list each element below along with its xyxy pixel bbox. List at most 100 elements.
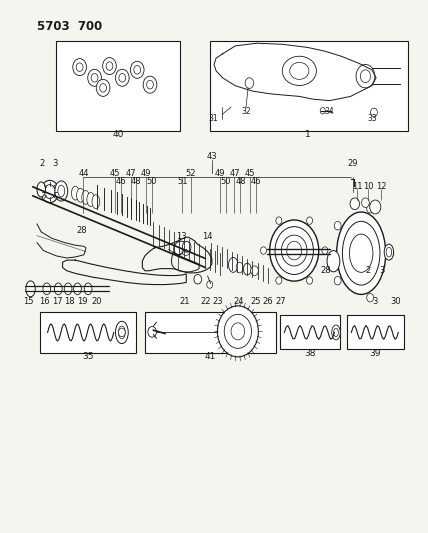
Text: 50: 50 [146, 177, 157, 187]
Text: 47: 47 [125, 169, 136, 178]
Text: 45: 45 [110, 169, 120, 178]
Text: 3: 3 [372, 296, 378, 305]
Text: 22: 22 [200, 296, 211, 305]
Circle shape [367, 294, 374, 302]
Text: 28: 28 [77, 226, 87, 235]
Text: 48: 48 [235, 177, 246, 187]
Ellipse shape [236, 262, 243, 273]
Text: 39: 39 [369, 349, 381, 358]
Ellipse shape [43, 283, 51, 295]
Circle shape [322, 247, 328, 254]
Text: 13: 13 [176, 232, 187, 241]
Text: 47: 47 [229, 169, 240, 178]
Text: 2: 2 [366, 266, 371, 274]
Ellipse shape [287, 241, 302, 260]
Text: 1: 1 [305, 130, 311, 139]
Bar [280, 316, 340, 350]
Ellipse shape [244, 263, 251, 275]
Ellipse shape [384, 244, 394, 260]
Circle shape [370, 200, 381, 214]
Text: 49: 49 [214, 169, 225, 178]
Text: 27: 27 [276, 296, 286, 305]
Text: 14: 14 [202, 232, 212, 241]
Ellipse shape [54, 283, 62, 295]
Text: 30: 30 [390, 296, 401, 305]
Ellipse shape [55, 181, 68, 201]
Text: 35: 35 [83, 352, 94, 361]
Ellipse shape [229, 257, 238, 272]
Ellipse shape [44, 184, 55, 198]
Ellipse shape [64, 283, 72, 295]
Text: 17: 17 [52, 296, 62, 305]
Ellipse shape [174, 241, 186, 255]
Ellipse shape [332, 325, 340, 340]
Ellipse shape [119, 326, 125, 339]
Ellipse shape [349, 234, 373, 272]
Text: 2: 2 [39, 159, 45, 168]
Ellipse shape [342, 221, 380, 285]
Circle shape [207, 281, 213, 288]
Ellipse shape [77, 188, 84, 202]
Ellipse shape [334, 328, 339, 337]
Ellipse shape [71, 186, 79, 200]
Text: 25: 25 [250, 296, 261, 305]
Circle shape [350, 198, 360, 209]
Circle shape [143, 76, 157, 93]
Ellipse shape [37, 182, 45, 197]
Text: 48: 48 [131, 177, 142, 187]
Circle shape [224, 314, 252, 349]
Circle shape [261, 247, 267, 254]
Circle shape [334, 221, 341, 230]
Circle shape [147, 80, 153, 89]
Text: 3: 3 [53, 159, 58, 168]
Text: 40: 40 [112, 130, 124, 139]
Text: 11: 11 [352, 182, 363, 191]
Text: 18: 18 [65, 296, 75, 305]
Text: 44: 44 [78, 169, 89, 178]
Ellipse shape [281, 235, 307, 266]
Circle shape [231, 323, 245, 340]
Circle shape [217, 306, 259, 357]
Bar [40, 312, 137, 353]
Ellipse shape [116, 321, 128, 344]
Text: 32: 32 [241, 107, 251, 116]
Text: 5703  700: 5703 700 [37, 20, 102, 33]
Ellipse shape [92, 195, 100, 208]
Circle shape [76, 63, 83, 71]
Circle shape [182, 241, 191, 252]
Ellipse shape [386, 247, 392, 257]
Circle shape [371, 108, 377, 117]
Text: 31: 31 [208, 114, 217, 123]
Text: 16: 16 [39, 296, 50, 305]
Circle shape [91, 74, 98, 82]
Circle shape [103, 58, 116, 75]
Circle shape [306, 277, 312, 284]
Circle shape [334, 277, 341, 285]
Ellipse shape [327, 251, 340, 272]
Ellipse shape [82, 190, 89, 204]
Text: 24: 24 [233, 296, 244, 305]
Ellipse shape [337, 212, 386, 294]
Text: 46: 46 [250, 177, 261, 187]
Ellipse shape [74, 283, 81, 295]
Text: 34: 34 [324, 107, 334, 116]
Text: 21: 21 [180, 296, 190, 305]
Circle shape [360, 70, 371, 83]
Circle shape [251, 266, 259, 276]
Text: 52: 52 [185, 169, 196, 178]
Bar [210, 41, 408, 131]
Ellipse shape [290, 62, 309, 79]
Circle shape [119, 74, 126, 82]
Ellipse shape [275, 227, 313, 274]
Circle shape [88, 69, 101, 86]
Circle shape [194, 274, 202, 284]
Text: 49: 49 [141, 169, 152, 178]
Text: 26: 26 [263, 296, 273, 305]
Text: 50: 50 [220, 177, 231, 187]
Text: 12: 12 [376, 182, 386, 191]
Text: 45: 45 [244, 169, 255, 178]
Text: 46: 46 [116, 177, 126, 187]
Ellipse shape [270, 220, 319, 281]
Bar [347, 316, 404, 350]
Circle shape [367, 205, 374, 213]
